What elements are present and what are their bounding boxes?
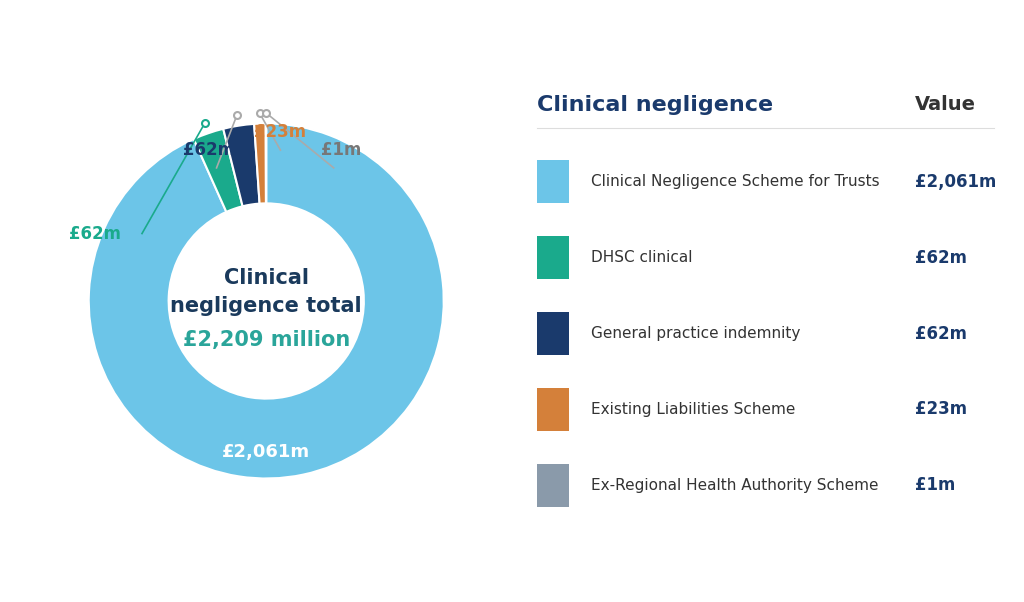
FancyBboxPatch shape bbox=[537, 160, 568, 203]
Text: Ex-Regional Health Authority Scheme: Ex-Regional Health Authority Scheme bbox=[591, 478, 879, 492]
FancyBboxPatch shape bbox=[537, 464, 568, 507]
Text: General practice indemnity: General practice indemnity bbox=[591, 326, 800, 341]
Text: £62m: £62m bbox=[69, 225, 121, 243]
Wedge shape bbox=[223, 124, 259, 206]
Wedge shape bbox=[254, 123, 266, 203]
Text: £1m: £1m bbox=[915, 476, 955, 494]
Text: Value: Value bbox=[915, 95, 976, 114]
Text: Existing Liabilities Scheme: Existing Liabilities Scheme bbox=[591, 402, 795, 417]
Text: Clinical negligence: Clinical negligence bbox=[537, 95, 773, 115]
Wedge shape bbox=[194, 129, 243, 212]
Text: £23m: £23m bbox=[254, 123, 306, 141]
Text: Clinical: Clinical bbox=[223, 268, 309, 288]
Text: £1m: £1m bbox=[321, 141, 361, 159]
Text: £62m: £62m bbox=[915, 249, 967, 267]
FancyBboxPatch shape bbox=[537, 388, 568, 431]
Text: £23m: £23m bbox=[915, 400, 968, 418]
FancyBboxPatch shape bbox=[537, 236, 568, 279]
Text: negligence total: negligence total bbox=[170, 296, 362, 316]
FancyBboxPatch shape bbox=[537, 312, 568, 355]
Text: £2,209 million: £2,209 million bbox=[182, 330, 350, 350]
Text: £2,061m: £2,061m bbox=[915, 173, 996, 191]
Text: £62m: £62m bbox=[183, 141, 236, 159]
Text: £62m: £62m bbox=[915, 324, 967, 343]
Text: £2,061m: £2,061m bbox=[222, 443, 310, 461]
Text: Clinical Negligence Scheme for Trusts: Clinical Negligence Scheme for Trusts bbox=[591, 175, 880, 189]
Wedge shape bbox=[89, 123, 443, 479]
Text: DHSC clinical: DHSC clinical bbox=[591, 250, 692, 265]
